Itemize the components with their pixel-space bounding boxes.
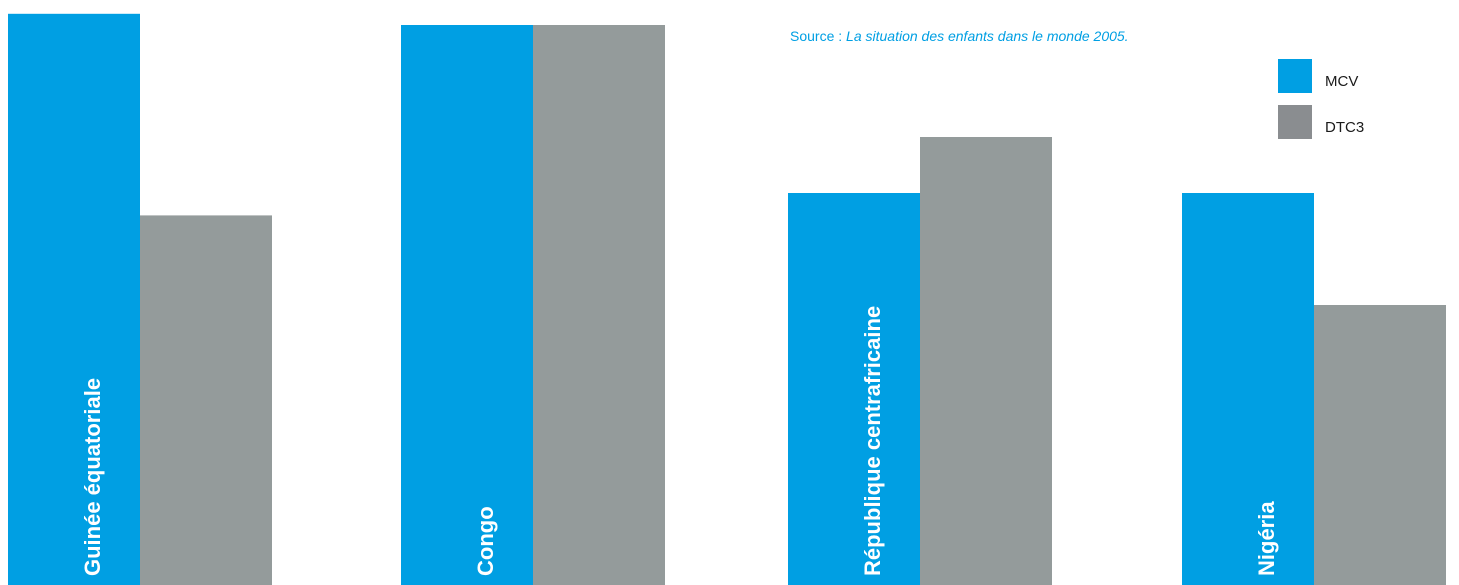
legend: MCV DTC3 bbox=[1278, 59, 1364, 151]
legend-label-dtc3: DTC3 bbox=[1325, 109, 1364, 136]
category-label: Nigéria bbox=[1254, 501, 1279, 576]
bar-mcv bbox=[8, 14, 140, 585]
bar-group: Nigéria bbox=[1182, 193, 1446, 585]
category-label: Guinée équatoriale bbox=[80, 378, 105, 576]
bar-dtc3 bbox=[920, 137, 1052, 585]
category-label: République centrafricaine bbox=[860, 306, 885, 576]
bar-mcv bbox=[401, 25, 533, 585]
bar-dtc3 bbox=[533, 25, 665, 585]
bar-group: République centrafricaine bbox=[788, 137, 1052, 585]
legend-item-dtc3: DTC3 bbox=[1278, 105, 1364, 139]
source-note: Source : La situation des enfants dans l… bbox=[790, 28, 1129, 44]
bar-group: Congo bbox=[401, 25, 665, 585]
legend-item-mcv: MCV bbox=[1278, 59, 1364, 93]
legend-swatch-mcv bbox=[1278, 59, 1312, 93]
legend-swatch-dtc3 bbox=[1278, 105, 1312, 139]
legend-label-mcv: MCV bbox=[1325, 63, 1358, 90]
bar-group: Guinée équatoriale bbox=[8, 14, 272, 585]
bar-dtc3 bbox=[1314, 305, 1446, 585]
category-label: Congo bbox=[473, 506, 498, 576]
bar-mcv bbox=[1182, 193, 1314, 585]
bar-dtc3 bbox=[140, 215, 272, 585]
source-work: La situation des enfants dans le monde 2… bbox=[846, 28, 1129, 44]
bar-mcv bbox=[788, 193, 920, 585]
source-prefix: Source : bbox=[790, 28, 846, 44]
